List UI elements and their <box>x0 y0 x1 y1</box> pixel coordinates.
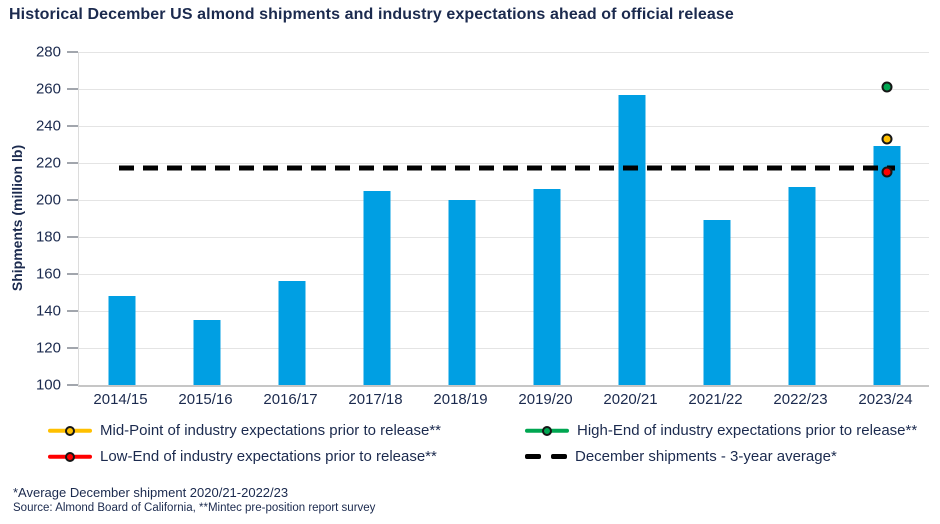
footnote-source: Source: Almond Board of California, **Mi… <box>13 502 376 514</box>
plot-area <box>78 51 929 387</box>
bar <box>873 146 900 385</box>
y-tick-label: 160 <box>35 265 61 283</box>
x-axis: 2014/15 2015/16 2016/17 2017/18 2018/19 2019/… <box>78 391 928 411</box>
legend-item-low-end: Low-End of industry expectations prior t… <box>48 449 525 464</box>
y-tick-label: 120 <box>35 339 61 357</box>
gridline <box>79 88 929 90</box>
gridline <box>79 51 929 53</box>
high-end-marker-icon <box>525 425 569 437</box>
x-tick-label: 2017/18 <box>348 391 403 408</box>
gridline <box>79 236 929 238</box>
chart-title: Historical December US almond shipments … <box>9 6 734 23</box>
low-end-marker <box>881 166 892 178</box>
y-tick-mark <box>67 162 78 164</box>
x-tick-label: 2016/17 <box>263 391 318 408</box>
x-tick-label: 2018/19 <box>433 391 488 408</box>
y-tick-mark <box>67 88 78 91</box>
y-tick-mark <box>67 347 78 350</box>
y-axis-title: Shipments (million lb) <box>9 144 25 292</box>
x-tick-label: 2021/22 <box>688 391 743 408</box>
y-tick-mark <box>67 51 78 53</box>
bar <box>363 190 390 385</box>
gridline <box>79 310 929 312</box>
y-tick-mark <box>67 310 78 313</box>
bar <box>703 220 730 385</box>
y-tick-mark <box>67 199 78 201</box>
mid-point-marker <box>881 133 892 145</box>
legend-label-mid-point: Mid-Point of industry expectations prior… <box>100 422 442 439</box>
bar <box>533 188 560 385</box>
legend-label-average: December shipments - 3-year average* <box>575 448 837 465</box>
y-tick-label: 100 <box>35 376 61 394</box>
y-tick-label: 180 <box>35 228 61 246</box>
y-tick-mark <box>67 273 78 275</box>
high-end-marker <box>881 81 892 93</box>
gridline <box>79 199 929 201</box>
x-tick-label: 2015/16 <box>178 391 233 408</box>
legend-item-high-end: High-End of industry expectations prior … <box>525 423 917 438</box>
bar <box>448 200 475 385</box>
x-tick-label: 2014/15 <box>93 391 148 408</box>
y-tick-label: 280 <box>35 43 61 61</box>
three-year-average-line <box>119 165 895 171</box>
x-tick-label: 2023/24 <box>858 391 913 408</box>
y-tick-mark <box>67 236 78 239</box>
gridline <box>79 347 929 349</box>
y-tick-mark <box>67 125 78 127</box>
y-tick-label: 220 <box>35 154 61 172</box>
bar <box>278 281 305 385</box>
dashed-line-marker-icon <box>525 451 567 463</box>
mid-point-marker-icon <box>48 425 92 437</box>
gridline <box>79 162 929 164</box>
legend-item-mid-point: Mid-Point of industry expectations prior… <box>48 423 525 438</box>
y-tick-label: 200 <box>35 191 61 209</box>
bar <box>618 94 645 385</box>
legend-item-average: December shipments - 3-year average* <box>525 449 917 464</box>
y-tick-label: 260 <box>35 80 61 98</box>
y-tick-label: 140 <box>35 302 61 320</box>
gridline <box>79 125 929 127</box>
y-tick-label: 240 <box>35 117 61 135</box>
y-axis: 100 120 140 160 180 200 220 240 260 280 <box>28 45 78 393</box>
legend-label-low-end: Low-End of industry expectations prior t… <box>100 448 437 465</box>
bar <box>788 187 815 385</box>
gridline <box>79 273 929 275</box>
footnote-average-definition: *Average December shipment 2020/21-2022/… <box>13 485 289 500</box>
x-tick-label: 2022/23 <box>773 391 828 408</box>
footnotes: *Average December shipment 2020/21-2022/… <box>13 485 375 514</box>
bar <box>193 320 220 385</box>
x-tick-label: 2019/20 <box>518 391 573 408</box>
low-end-marker-icon <box>48 451 92 463</box>
bar <box>108 296 135 385</box>
legend-label-high-end: High-End of industry expectations prior … <box>577 422 918 439</box>
legend: Mid-Point of industry expectations prior… <box>48 423 917 464</box>
y-tick-mark <box>67 384 78 386</box>
x-tick-label: 2020/21 <box>603 391 658 408</box>
